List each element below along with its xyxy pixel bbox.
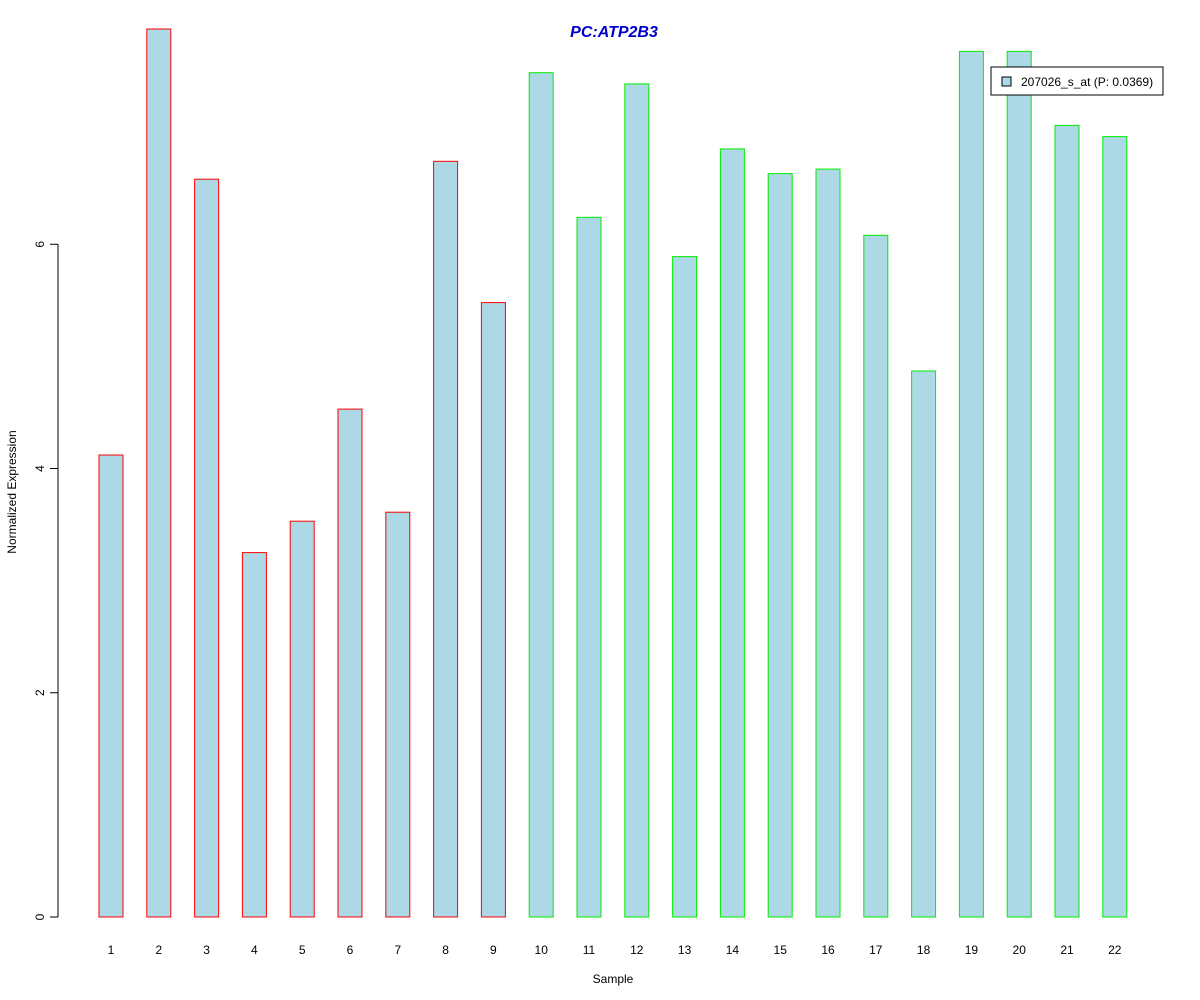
bar-sample-20 [1006,50,1032,918]
bar-sample-15 [767,173,793,918]
x-tick-label: 12 [630,943,644,957]
bar-sample-16 [815,168,841,918]
legend-label: 207026_s_at (P: 0.0369) [1021,75,1153,89]
bar-sample-22 [1102,136,1128,918]
bar-sample-17 [863,234,889,918]
x-tick-label: 1 [108,943,115,957]
bar-sample-7 [385,511,411,918]
x-tick-label: 8 [442,943,449,957]
bar-sample-9 [480,302,506,918]
x-tick-label: 21 [1060,943,1074,957]
x-tick-label: 4 [251,943,258,957]
bars [98,28,1128,918]
x-axis-title: Sample [593,972,634,986]
bar-sample-8 [433,160,459,918]
bar-sample-3 [194,178,220,918]
x-tick-label: 3 [203,943,210,957]
x-tick-label: 18 [917,943,931,957]
bar-sample-10 [528,72,554,918]
y-tick-label: 4 [33,465,47,472]
x-tick-label: 20 [1013,943,1027,957]
y-tick-label: 2 [33,689,47,696]
x-tick-label: 7 [394,943,401,957]
bar-sample-6 [337,408,363,918]
x-tick-label: 11 [583,943,596,957]
x-tick-label: 5 [299,943,306,957]
x-tick-label: 6 [347,943,354,957]
bar-sample-11 [576,216,602,918]
x-tick-label: 16 [821,943,835,957]
legend: 207026_s_at (P: 0.0369) [990,66,1164,96]
x-tick-label: 14 [726,943,740,957]
y-tick-label: 6 [33,241,47,248]
bar-sample-2 [146,28,172,918]
bar-sample-5 [289,520,315,918]
y-tick-label: 0 [33,913,47,920]
bar-sample-21 [1054,124,1080,918]
x-tick-labels: 1 2 3 4 5 6 7 8 9 10 11 12 13 14 15 16 17 18 19 20 21 22 [108,943,1122,957]
x-tick-label: 2 [155,943,162,957]
x-tick-label: 10 [535,943,549,957]
bar-sample-19 [958,50,984,918]
y-axis-title: Normalized Expression [5,430,19,553]
x-tick-label: 19 [965,943,979,957]
bar-sample-4 [241,552,267,918]
x-tick-label: 13 [678,943,692,957]
legend-swatch [1001,76,1012,87]
bar-sample-1 [98,454,124,918]
bar-sample-13 [672,256,698,918]
chart-title: PC:ATP2B3 [570,24,658,41]
x-tick-label: 22 [1108,943,1122,957]
y-axis: 0 2 4 6 [33,241,59,920]
x-tick-label: 15 [774,943,788,957]
x-tick-label: 17 [869,943,883,957]
bar-sample-14 [719,148,745,918]
bar-sample-18 [911,370,937,918]
bar-sample-12 [624,83,650,918]
legend-box [990,66,1164,96]
x-tick-label: 9 [490,943,497,957]
